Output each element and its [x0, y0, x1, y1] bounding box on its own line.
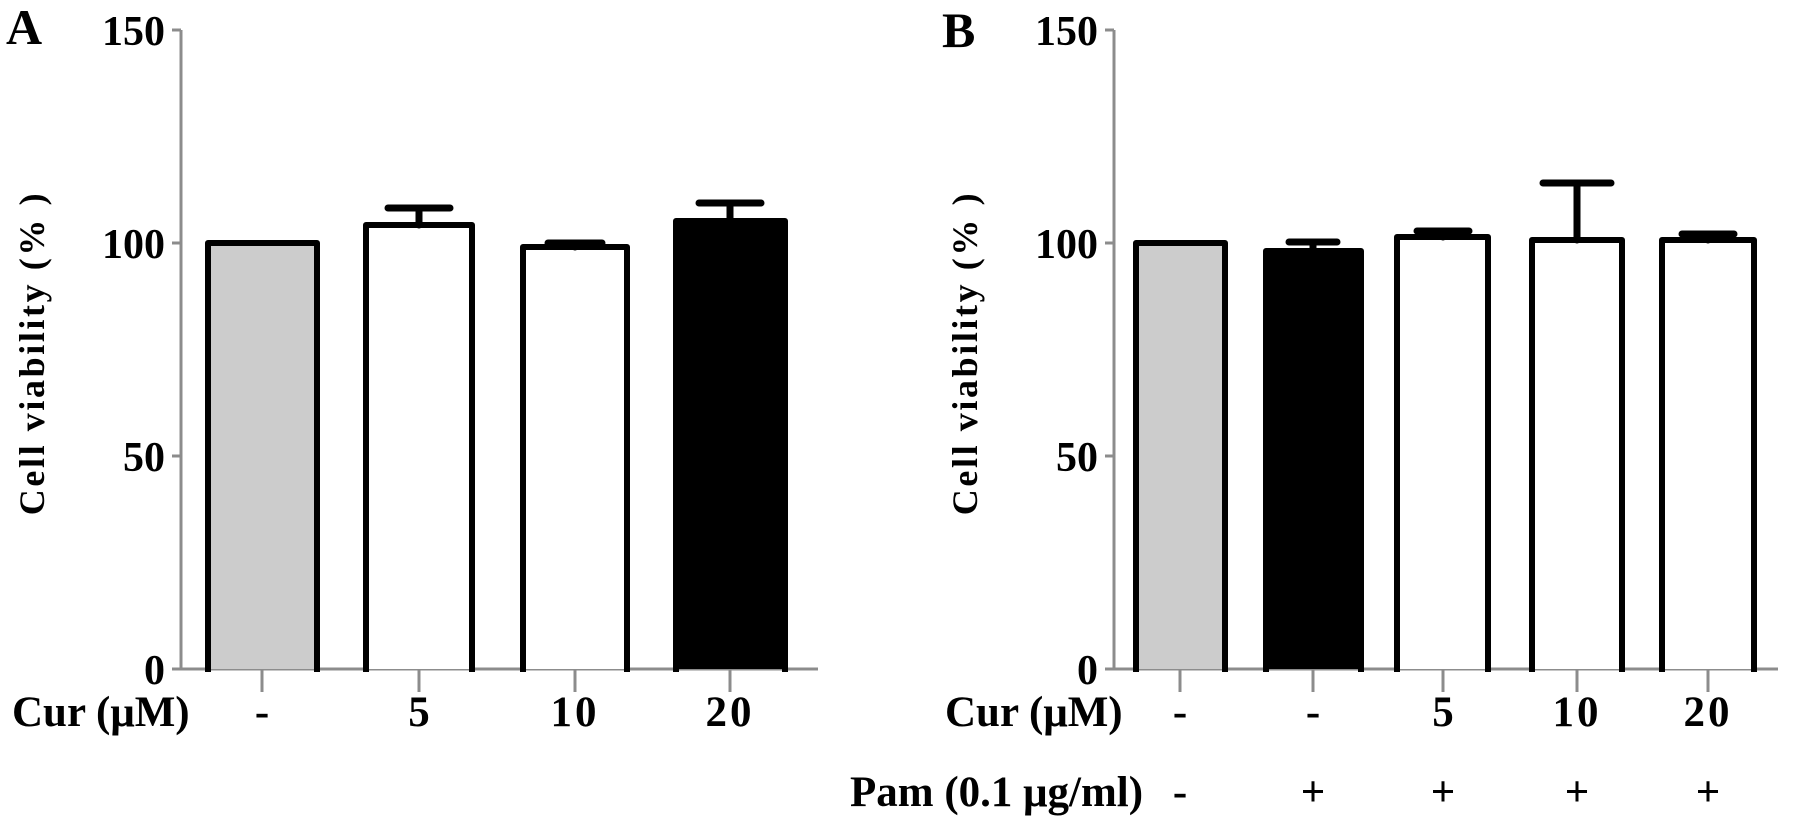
- svg-text:5: 5: [1432, 689, 1454, 736]
- svg-text:+: +: [1431, 769, 1456, 816]
- svg-text:-: -: [255, 689, 269, 736]
- svg-text:B: B: [942, 2, 975, 58]
- svg-text:20: 20: [1684, 689, 1733, 736]
- svg-text:150: 150: [1035, 9, 1098, 55]
- svg-text:Cur (μM): Cur (μM): [12, 689, 190, 736]
- svg-text:150: 150: [102, 9, 165, 55]
- svg-text:Cur (μM): Cur (μM): [945, 689, 1123, 736]
- svg-text:Cell viability (% ): Cell viability (% ): [945, 191, 985, 515]
- svg-text:-: -: [1306, 689, 1320, 736]
- svg-text:0: 0: [144, 648, 165, 694]
- svg-text:20: 20: [706, 689, 755, 736]
- svg-text:A: A: [6, 0, 42, 55]
- svg-text:+: +: [1565, 769, 1590, 816]
- svg-text:50: 50: [1056, 435, 1098, 481]
- svg-text:10: 10: [1553, 689, 1602, 736]
- svg-text:-: -: [1173, 769, 1187, 816]
- svg-text:Pam (0.1 μg/ml): Pam (0.1 μg/ml): [850, 769, 1143, 816]
- svg-text:5: 5: [408, 689, 430, 736]
- svg-text:+: +: [1301, 769, 1326, 816]
- svg-text:0: 0: [1077, 648, 1098, 694]
- svg-text:-: -: [1173, 689, 1187, 736]
- svg-text:100: 100: [1035, 222, 1098, 268]
- svg-text:Cell viability (% ): Cell viability (% ): [12, 191, 52, 515]
- svg-text:+: +: [1696, 769, 1721, 816]
- svg-text:10: 10: [551, 689, 600, 736]
- svg-text:100: 100: [102, 222, 165, 268]
- svg-text:50: 50: [123, 435, 165, 481]
